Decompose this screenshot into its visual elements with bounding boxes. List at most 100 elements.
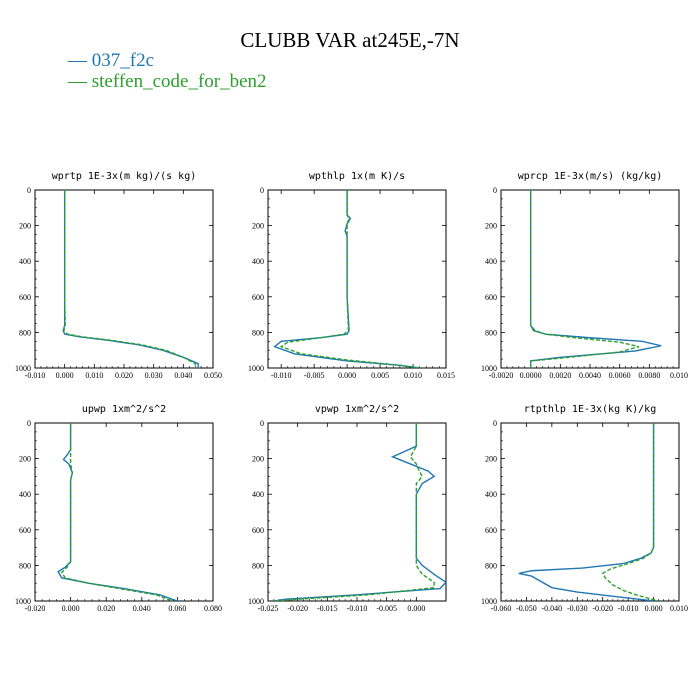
plot-frame xyxy=(267,422,447,602)
y-tick-label: 0 xyxy=(260,419,264,428)
panel-title: upwp 1xm^2/s^2 xyxy=(82,404,166,415)
x-tick-label: 0.000 xyxy=(407,604,425,613)
x-tick-label: -0.005 xyxy=(304,371,325,380)
y-tick-label: 800 xyxy=(485,328,497,337)
x-tick-label: 0.0000 xyxy=(520,371,542,380)
y-tick-label: 1000 xyxy=(248,597,264,606)
x-tick-label: 0.010 xyxy=(670,604,688,613)
y-tick-label: 1000 xyxy=(15,597,31,606)
panel-title: wpthlp 1x(m K)/s xyxy=(309,171,405,182)
y-tick-label: 600 xyxy=(252,293,264,302)
y-tick-label: 0 xyxy=(27,186,31,195)
y-tick-label: 400 xyxy=(19,490,31,499)
y-tick-label: 200 xyxy=(485,222,497,231)
y-tick-label: 0 xyxy=(27,419,31,428)
x-tick-label: 0.000 xyxy=(645,604,663,613)
y-tick-label: 400 xyxy=(485,490,497,499)
y-tick-label: 200 xyxy=(485,455,497,464)
x-tick-label: 0.000 xyxy=(338,371,356,380)
panel-title: wprcp 1E-3x(m/s) (kg/kg) xyxy=(518,171,663,182)
x-tick-label: 0.020 xyxy=(115,371,133,380)
series-line-blue xyxy=(62,190,199,368)
y-tick-label: 1000 xyxy=(15,364,31,373)
x-tick-label: 0.010 xyxy=(404,371,422,380)
figure-title: CLUBB VAR at245E,-7N xyxy=(240,28,460,52)
series-line-green xyxy=(279,190,420,368)
x-tick-label: 0.030 xyxy=(145,371,163,380)
chart-panel-5: vpwp 1xm^2/s^2 -0.025 -0.020 -0.015 -0.010 -0… xyxy=(248,404,447,613)
y-tick-label: 800 xyxy=(252,561,264,570)
x-tick-label: -0.010 xyxy=(25,371,46,380)
chart-panel-6: rtpthlp 1E-3x(kg K)/kg -0.060 -0.050 -0.040… xyxy=(481,404,688,613)
x-tick-label: 0.040 xyxy=(174,371,192,380)
y-tick-label: 800 xyxy=(252,328,264,337)
plot-frame xyxy=(267,189,447,369)
series-line-green xyxy=(273,423,435,601)
chart-panel-3: wprcp 1E-3x(m/s) (kg/kg) -0.0020 0.0000 0.0… xyxy=(481,171,688,380)
x-tick-label: -0.020 xyxy=(592,604,613,613)
plot-frame xyxy=(500,189,680,369)
panel-title: rtpthlp 1E-3x(kg K)/kg xyxy=(524,404,656,415)
y-tick-label: 200 xyxy=(252,455,264,464)
series-line-green xyxy=(60,423,173,601)
series-line-blue xyxy=(518,423,655,601)
x-tick-label: 0.040 xyxy=(133,604,151,613)
x-tick-label: -0.0020 xyxy=(489,371,514,380)
x-tick-label: -0.010 xyxy=(618,604,639,613)
y-tick-label: 400 xyxy=(252,257,264,266)
series-line-green xyxy=(601,423,659,601)
series-line-green xyxy=(529,190,640,368)
y-tick-label: 0 xyxy=(260,186,264,195)
y-tick-label: 1000 xyxy=(481,597,497,606)
legend-entry-2: — steffen_code_for_ben2 xyxy=(68,71,267,93)
x-tick-label: 0.005 xyxy=(371,371,389,380)
y-tick-label: 200 xyxy=(19,455,31,464)
y-tick-label: 600 xyxy=(485,526,497,535)
x-tick-label: 0.0040 xyxy=(579,371,601,380)
x-tick-label: -0.025 xyxy=(258,604,279,613)
x-tick-label: 0.0060 xyxy=(609,371,631,380)
y-tick-label: 1000 xyxy=(248,364,264,373)
y-tick-label: 200 xyxy=(252,222,264,231)
x-tick-label: 0.0020 xyxy=(549,371,571,380)
y-tick-label: 1000 xyxy=(481,364,497,373)
panel-title: wprtp 1E-3x(m kg)/(s kg) xyxy=(52,171,197,182)
x-tick-label: -0.010 xyxy=(271,371,292,380)
chart-panel-2: wpthlp 1x(m K)/s -0.010 -0.005 0.000 0.005 0.… xyxy=(248,171,455,380)
y-tick-label: 400 xyxy=(252,490,264,499)
y-tick-label: 800 xyxy=(485,561,497,570)
x-tick-label: 0.000 xyxy=(56,371,74,380)
x-tick-label: 0.010 xyxy=(670,371,688,380)
plot-frame xyxy=(34,422,214,602)
x-tick-label: 0.060 xyxy=(168,604,186,613)
x-tick-label: -0.020 xyxy=(25,604,46,613)
chart-panel-1: wprtp 1E-3x(m kg)/(s kg) -0.010 0.000 0.010… xyxy=(15,171,222,380)
x-tick-label: -0.050 xyxy=(516,604,537,613)
x-tick-label: 0.050 xyxy=(204,371,222,380)
y-tick-label: 800 xyxy=(19,328,31,337)
x-tick-label: 0.015 xyxy=(437,371,455,380)
y-tick-label: 400 xyxy=(485,257,497,266)
series-line-blue xyxy=(529,190,662,368)
panel-title: vpwp 1xm^2/s^2 xyxy=(315,404,399,415)
x-tick-label: -0.010 xyxy=(347,604,368,613)
x-tick-label: -0.060 xyxy=(491,604,512,613)
plot-frame xyxy=(34,189,214,369)
legend-label-2: — steffen_code_for_ben2 xyxy=(68,71,267,92)
x-tick-label: 0.0080 xyxy=(638,371,660,380)
x-tick-label: -0.040 xyxy=(542,604,563,613)
series-line-green xyxy=(62,190,196,368)
x-tick-label: 0.020 xyxy=(97,604,115,613)
y-tick-label: 800 xyxy=(19,561,31,570)
y-tick-label: 400 xyxy=(19,257,31,266)
x-tick-label: -0.030 xyxy=(567,604,588,613)
y-tick-label: 0 xyxy=(493,186,497,195)
x-tick-label: 0.000 xyxy=(62,604,80,613)
y-tick-label: 600 xyxy=(485,293,497,302)
y-tick-label: 0 xyxy=(493,419,497,428)
plot-frame xyxy=(500,422,680,602)
y-tick-label: 600 xyxy=(252,526,264,535)
series-line-blue xyxy=(57,423,178,601)
legend-label-1: — 037_f2c xyxy=(68,50,155,71)
y-tick-label: 200 xyxy=(19,222,31,231)
